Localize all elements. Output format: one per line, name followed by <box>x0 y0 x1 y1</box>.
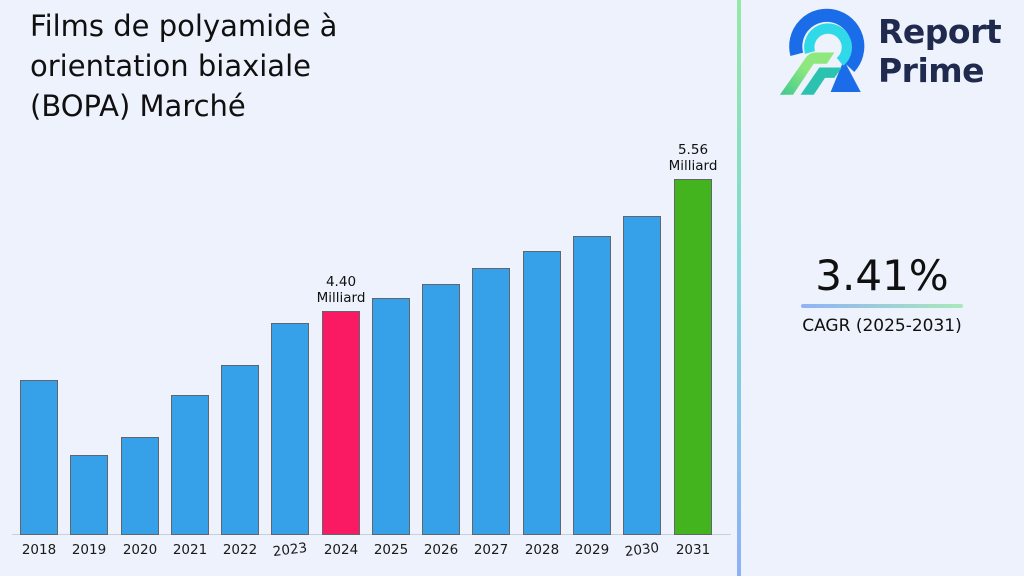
x-tick-2023: 2023 <box>271 539 309 561</box>
x-tick-2020: 2020 <box>122 542 158 558</box>
cagr-underline <box>801 304 963 308</box>
bar-2020 <box>121 437 159 535</box>
x-tick-2022: 2022 <box>222 542 258 558</box>
brand-line-1: Report <box>878 12 1002 51</box>
bar-2024 <box>322 311 360 535</box>
x-tick-2026: 2026 <box>423 542 459 558</box>
bar-2031 <box>674 179 712 535</box>
bar-2023 <box>271 323 309 535</box>
bar-2029 <box>573 236 611 535</box>
bar-2028 <box>523 251 561 535</box>
x-tick-2031: 2031 <box>675 542 711 558</box>
x-tick-2024: 2024 <box>323 542 359 558</box>
cagr-block: 3.41% CAGR (2025-2031) <box>782 252 982 336</box>
bar-chart: 2018 2019 2020 2021 2022 2023 2024 4.40 Milliar… <box>12 142 731 561</box>
x-tick-2029: 2029 <box>574 542 610 558</box>
x-tick-2021: 2021 <box>172 542 208 558</box>
x-tick-2028: 2028 <box>524 542 560 558</box>
x-tick-2025: 2025 <box>373 542 409 558</box>
report-prime-logo: Report Prime <box>778 6 1002 98</box>
bar-value-label-2031: 5.56 Milliard <box>668 142 718 174</box>
report-prime-logo-icon <box>779 8 865 95</box>
brand-name: Report Prime <box>878 12 1002 90</box>
bar-2030 <box>623 216 661 535</box>
x-tick-2018: 2018 <box>21 542 57 558</box>
page-title: Films de polyamide à orientation biaxial… <box>30 9 338 123</box>
x-tick-2030: 2030 <box>623 539 661 561</box>
bar-2019 <box>70 455 108 535</box>
bar-value-label-2024: 4.40 Milliard <box>316 274 366 306</box>
bar-2027 <box>472 268 510 535</box>
cagr-label: CAGR (2025-2031) <box>802 316 962 336</box>
bar-2022 <box>221 365 259 535</box>
bar-2018 <box>20 380 58 535</box>
bar-2025 <box>372 298 410 535</box>
cagr-value: 3.41% <box>815 251 949 300</box>
bar-2021 <box>171 395 209 535</box>
x-tick-2027: 2027 <box>473 542 509 558</box>
x-axis-line <box>12 534 731 535</box>
brand-line-2: Prime <box>878 51 985 90</box>
bar-2026 <box>422 284 460 535</box>
vertical-gradient-divider <box>737 0 741 576</box>
x-tick-2019: 2019 <box>71 542 107 558</box>
